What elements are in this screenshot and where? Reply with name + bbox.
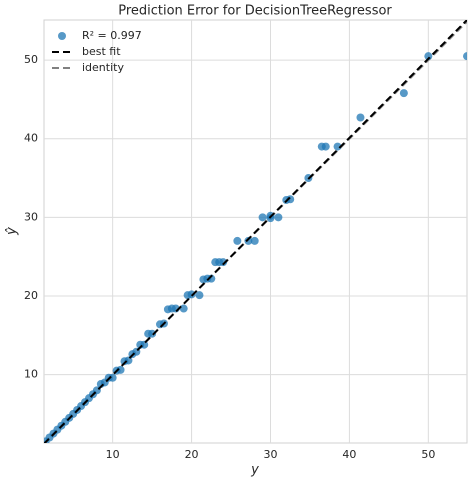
point	[333, 142, 342, 151]
point	[108, 373, 117, 382]
y-tick-label: 30	[24, 210, 38, 223]
legend-label: best fit	[82, 45, 121, 58]
x-tick-label: 20	[185, 448, 199, 461]
x-tick-label: 30	[263, 448, 277, 461]
point	[250, 236, 259, 245]
legend-marker	[58, 32, 66, 40]
x-tick-label: 40	[342, 448, 356, 461]
point	[219, 258, 228, 267]
point	[195, 291, 204, 300]
point	[356, 113, 365, 122]
point	[424, 52, 433, 61]
x-tick-label: 10	[106, 448, 120, 461]
point	[463, 52, 467, 61]
x-tick-label: 50	[421, 448, 435, 461]
legend-label: identity	[82, 61, 124, 74]
point	[321, 142, 330, 151]
point	[286, 195, 295, 204]
legend-label: R² = 0.997	[82, 29, 142, 42]
x-axis-label: y	[250, 463, 259, 478]
point	[244, 236, 253, 245]
point	[179, 304, 188, 313]
y-tick-label: 50	[24, 53, 38, 66]
y-axis-label: ŷ	[5, 227, 20, 236]
point	[207, 274, 216, 283]
point	[233, 236, 242, 245]
y-tick-label: 10	[24, 368, 38, 381]
point	[399, 89, 408, 98]
point	[148, 329, 157, 338]
chart-title: Prediction Error for DecisionTreeRegress…	[118, 4, 392, 19]
y-tick-label: 40	[24, 132, 38, 145]
point	[258, 213, 267, 222]
point	[187, 290, 196, 299]
point	[116, 365, 125, 374]
line	[44, 20, 467, 443]
y-tick-label: 20	[24, 289, 38, 302]
point	[274, 213, 283, 222]
